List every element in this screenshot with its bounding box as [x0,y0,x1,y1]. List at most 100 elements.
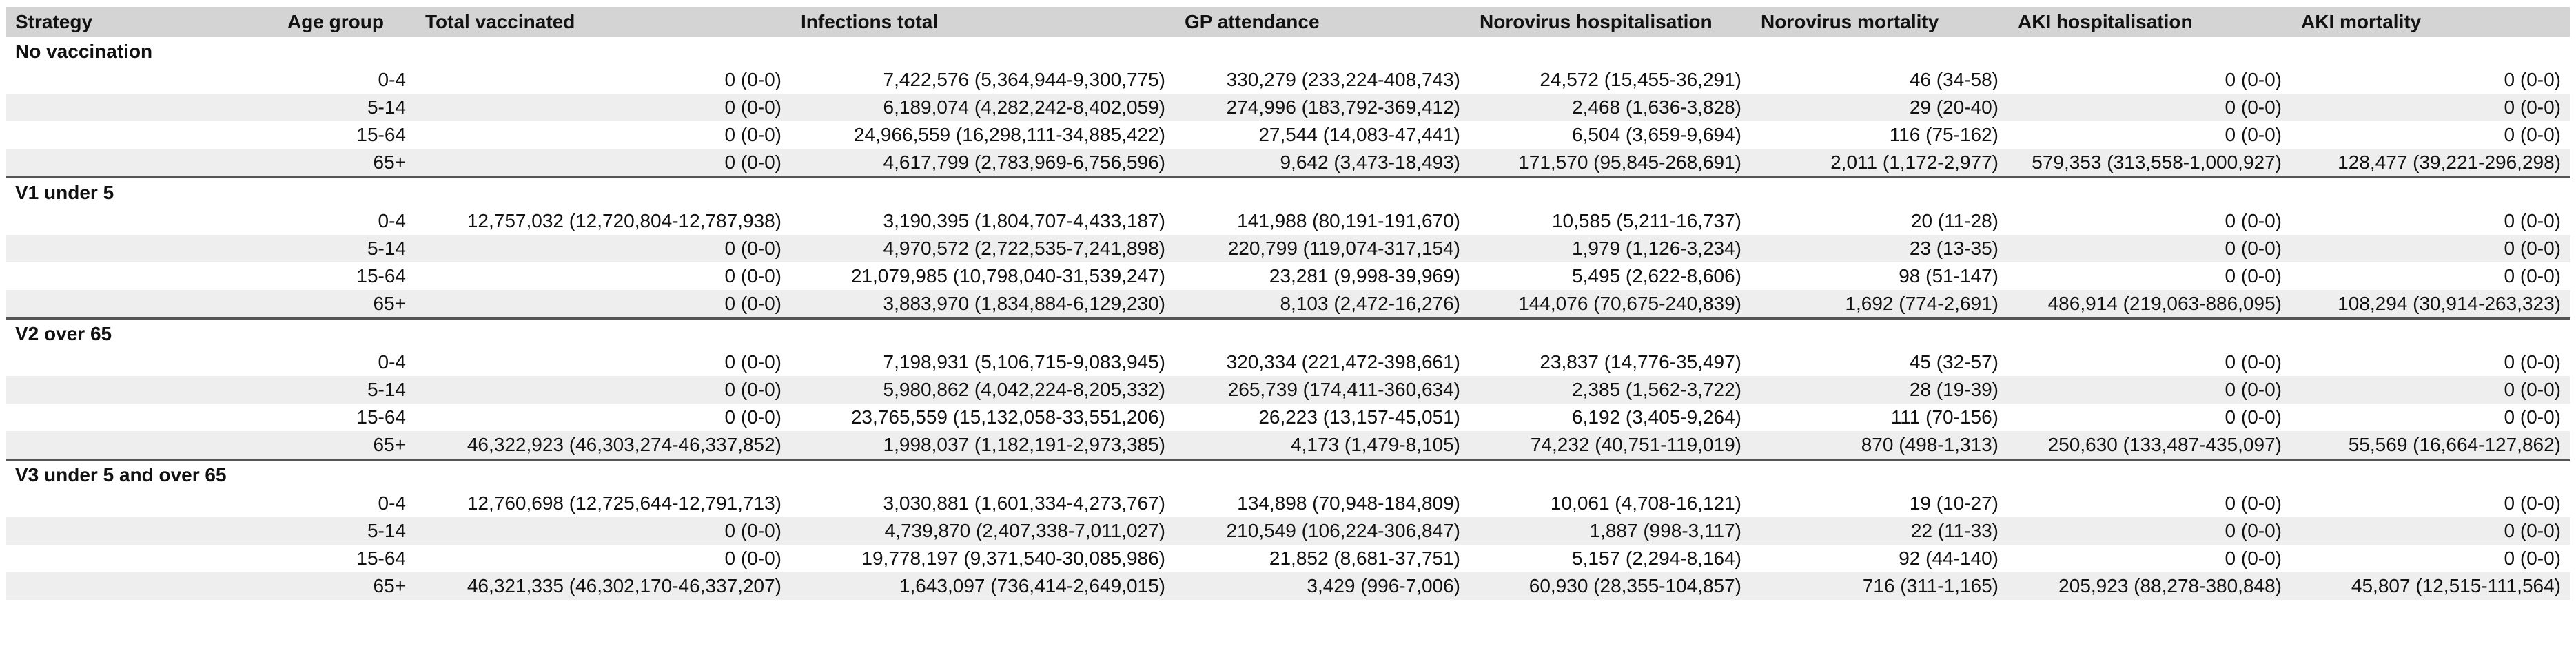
value-cell: 579,353 (313,558-1,000,927) [2008,149,2291,178]
table-row: 65+ 0 (0-0) 3,883,970 (1,834,884-6,129,230… [6,290,2570,319]
value-cell: 870 (498-1,313) [1751,431,2008,460]
table-row: 15-64 0 (0-0) 23,765,559 (15,132,058-33,55… [6,404,2570,431]
value-cell: 5,157 (2,294-8,164) [1470,545,1751,572]
strategy-group-row: V3 under 5 and over 65 [6,459,2570,490]
results-table-container: Strategy Age group Total vaccinated Infe… [6,7,2570,600]
value-cell: 10,585 (5,211-16,737) [1470,207,1751,235]
value-cell: 0 (0-0) [2291,404,2570,431]
value-cell: 19 (10-27) [1751,490,2008,517]
value-cell: 4,970,572 (2,722,535-7,241,898) [791,235,1175,262]
strategy-name: V3 under 5 and over 65 [6,459,2570,490]
strategy-cell-empty [6,545,278,572]
value-cell: 2,011 (1,172-2,977) [1751,149,2008,178]
strategy-cell-empty [6,235,278,262]
value-cell: 22 (11-33) [1751,517,2008,545]
value-cell: 98 (51-147) [1751,262,2008,290]
value-cell: 55,569 (16,664-127,862) [2291,431,2570,460]
value-cell: 24,966,559 (16,298,111-34,885,422) [791,121,1175,149]
value-cell: 9,642 (3,473-18,493) [1175,149,1470,178]
value-cell: 128,477 (39,221-296,298) [2291,149,2570,178]
value-cell: 0 (0-0) [2291,262,2570,290]
age-group-cell: 15-64 [278,404,416,431]
results-table: Strategy Age group Total vaccinated Infe… [6,7,2570,600]
strategy-cell-empty [6,376,278,404]
value-cell: 0 (0-0) [2291,121,2570,149]
value-cell: 0 (0-0) [2008,376,2291,404]
strategy-cell-empty [6,121,278,149]
value-cell: 21,079,985 (10,798,040-31,539,247) [791,262,1175,290]
value-cell: 716 (311-1,165) [1751,572,2008,600]
value-cell: 171,570 (95,845-268,691) [1470,149,1751,178]
value-cell: 3,883,970 (1,834,884-6,129,230) [791,290,1175,319]
value-cell: 10,061 (4,708-16,121) [1470,490,1751,517]
value-cell: 0 (0-0) [2008,404,2291,431]
value-cell: 0 (0-0) [2008,348,2291,376]
value-cell: 3,030,881 (1,601,334-4,273,767) [791,490,1175,517]
strategy-cell-empty [6,404,278,431]
header-age-group: Age group [278,7,416,37]
strategy-cell-empty [6,94,278,121]
value-cell: 116 (75-162) [1751,121,2008,149]
value-cell: 24,572 (15,455-36,291) [1470,66,1751,94]
value-cell: 0 (0-0) [2008,262,2291,290]
value-cell: 0 (0-0) [416,290,791,319]
strategy-name: V1 under 5 [6,176,2570,207]
age-group-cell: 65+ [278,431,416,460]
value-cell: 60,930 (28,355-104,857) [1470,572,1751,600]
value-cell: 3,190,395 (1,804,707-4,433,187) [791,207,1175,235]
value-cell: 45,807 (12,515-111,564) [2291,572,2570,600]
strategy-name: V2 over 65 [6,317,2570,348]
header-aki-hospitalisation: AKI hospitalisation [2008,7,2291,37]
strategy-group-row: No vaccination [6,37,2570,66]
strategy-cell-empty [6,149,278,178]
value-cell: 144,076 (70,675-240,839) [1470,290,1751,319]
value-cell: 0 (0-0) [2291,376,2570,404]
value-cell: 0 (0-0) [2291,348,2570,376]
header-gp-attendance: GP attendance [1175,7,1470,37]
value-cell: 46 (34-58) [1751,66,2008,94]
value-cell: 1,998,037 (1,182,191-2,973,385) [791,431,1175,460]
value-cell: 8,103 (2,472-16,276) [1175,290,1470,319]
strategy-cell-empty [6,572,278,600]
value-cell: 4,173 (1,479-8,105) [1175,431,1470,460]
value-cell: 5,980,862 (4,042,224-8,205,332) [791,376,1175,404]
value-cell: 23 (13-35) [1751,235,2008,262]
strategy-name: No vaccination [6,37,2570,66]
age-group-cell: 0-4 [278,207,416,235]
value-cell: 0 (0-0) [2008,94,2291,121]
value-cell: 0 (0-0) [2008,121,2291,149]
value-cell: 0 (0-0) [416,376,791,404]
age-group-cell: 15-64 [278,262,416,290]
table-row: 15-64 0 (0-0) 24,966,559 (16,298,111-34,88… [6,121,2570,149]
value-cell: 1,887 (998-3,117) [1470,517,1751,545]
header-infections-total: Infections total [791,7,1175,37]
table-row: 65+ 46,322,923 (46,303,274-46,337,852) 1,9… [6,431,2570,460]
value-cell: 2,385 (1,562-3,722) [1470,376,1751,404]
value-cell: 0 (0-0) [416,94,791,121]
value-cell: 27,544 (14,083-47,441) [1175,121,1470,149]
age-group-cell: 5-14 [278,376,416,404]
value-cell: 0 (0-0) [2008,490,2291,517]
value-cell: 7,422,576 (5,364,944-9,300,775) [791,66,1175,94]
age-group-cell: 0-4 [278,490,416,517]
value-cell: 1,643,097 (736,414-2,649,015) [791,572,1175,600]
value-cell: 0 (0-0) [2008,207,2291,235]
value-cell: 1,692 (774-2,691) [1751,290,2008,319]
value-cell: 0 (0-0) [416,149,791,178]
value-cell: 0 (0-0) [416,348,791,376]
value-cell: 21,852 (8,681-37,751) [1175,545,1470,572]
value-cell: 0 (0-0) [2008,545,2291,572]
table-header: Strategy Age group Total vaccinated Infe… [6,7,2570,37]
age-group-cell: 15-64 [278,545,416,572]
value-cell: 141,988 (80,191-191,670) [1175,207,1470,235]
strategy-cell-empty [6,290,278,319]
value-cell: 3,429 (996-7,006) [1175,572,1470,600]
header-total-vaccinated: Total vaccinated [416,7,791,37]
value-cell: 320,334 (221,472-398,661) [1175,348,1470,376]
strategy-group-row: V1 under 5 [6,176,2570,207]
value-cell: 486,914 (219,063-886,095) [2008,290,2291,319]
value-cell: 46,321,335 (46,302,170-46,337,207) [416,572,791,600]
value-cell: 46,322,923 (46,303,274-46,337,852) [416,431,791,460]
value-cell: 0 (0-0) [416,545,791,572]
value-cell: 250,630 (133,487-435,097) [2008,431,2291,460]
